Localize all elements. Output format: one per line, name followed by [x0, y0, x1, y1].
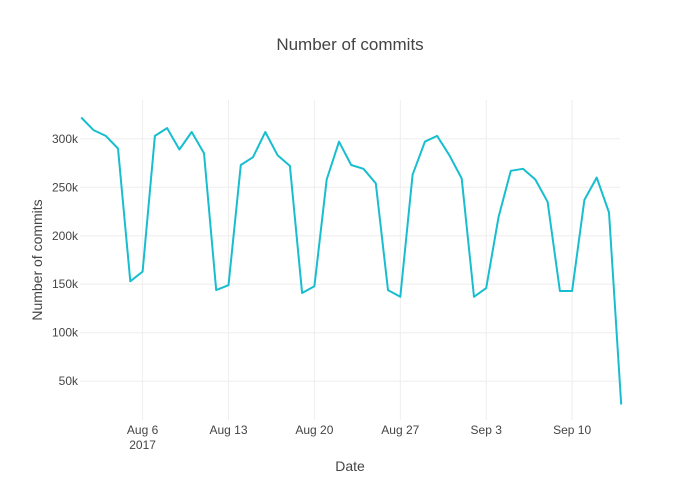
y-axis-ticks: 50k 100k 150k 200k 250k 300k [52, 132, 79, 388]
y-axis-title: Number of commits [29, 199, 45, 320]
x-tick-sublabel: 2017 [129, 438, 156, 452]
x-tick-label: Sep 10 [553, 423, 591, 437]
x-tick-label: Aug 13 [209, 423, 247, 437]
series-line [80, 116, 623, 405]
y-tick-label: 250k [52, 180, 79, 194]
chart-title: Number of commits [276, 35, 423, 54]
y-tick-label: 50k [59, 374, 79, 388]
x-tick-label: Aug 20 [295, 423, 333, 437]
x-tick-label: Sep 3 [471, 423, 503, 437]
x-tick-label: Aug 27 [381, 423, 419, 437]
gridlines [80, 100, 620, 420]
x-tick-label: Aug 6 [127, 423, 159, 437]
y-tick-label: 200k [52, 229, 79, 243]
x-axis-title: Date [335, 458, 365, 474]
series-layer [80, 116, 623, 405]
y-tick-label: 100k [52, 326, 79, 340]
y-tick-label: 150k [52, 277, 79, 291]
y-tick-label: 300k [52, 132, 79, 146]
